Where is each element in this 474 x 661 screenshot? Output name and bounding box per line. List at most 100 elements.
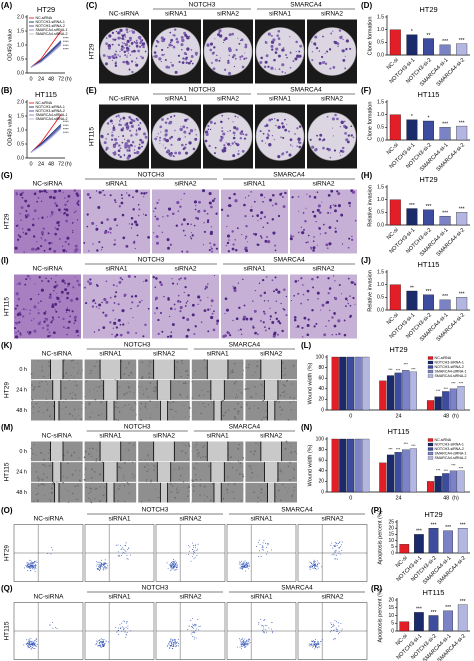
texture-dot <box>329 309 331 311</box>
texture-dot <box>247 644 249 646</box>
row-label: HT29 <box>89 43 96 59</box>
texture-dot <box>254 232 258 236</box>
texture-dot <box>206 220 210 224</box>
legend-label: NOTCH3-siRNA-1 <box>36 20 65 24</box>
texture-dot <box>118 407 120 409</box>
column-header: siRNA2 <box>179 594 201 601</box>
texture-dot <box>47 232 50 235</box>
texture-dot <box>207 128 210 131</box>
texture-dot <box>29 638 31 640</box>
texture-dot <box>180 43 184 47</box>
texture-dot <box>122 407 124 409</box>
texture-dot <box>271 135 274 137</box>
texture-dot <box>309 561 311 563</box>
texture-dot <box>58 208 61 212</box>
bar <box>457 604 468 632</box>
texture-dot <box>169 41 172 44</box>
texture-dot <box>89 196 92 199</box>
texture-dot <box>282 136 285 139</box>
texture-dot <box>120 549 122 550</box>
texture-dot <box>292 476 295 479</box>
texture-dot <box>123 42 125 45</box>
texture-dot <box>96 563 98 565</box>
texture-dot <box>210 315 214 320</box>
texture-dot <box>33 641 35 643</box>
texture-dot <box>132 208 135 211</box>
texture-dot <box>118 485 121 487</box>
texture-dot <box>28 229 31 232</box>
texture-dot <box>65 213 69 217</box>
texture-dot <box>78 415 80 417</box>
texture-dot <box>211 62 213 64</box>
texture-dot <box>56 228 59 231</box>
texture-dot <box>194 370 196 372</box>
texture-dot <box>128 442 131 445</box>
texture-dot <box>328 287 332 290</box>
texture-dot <box>127 483 130 486</box>
texture-dot <box>54 281 57 283</box>
texture-dot <box>140 408 142 410</box>
texture-dot <box>46 383 49 385</box>
texture-dot <box>243 137 247 140</box>
texture-dot <box>199 456 202 459</box>
texture-dot <box>138 301 142 304</box>
texture-dot <box>81 402 83 404</box>
texture-dot <box>121 555 122 556</box>
texture-dot <box>119 276 122 280</box>
texture-dot <box>283 49 285 51</box>
texture-dot <box>313 214 317 218</box>
texture-dot <box>340 213 344 217</box>
texture-dot <box>128 361 131 364</box>
texture-dot <box>243 57 246 60</box>
texture-dot <box>133 392 135 394</box>
texture-dot <box>232 492 234 494</box>
texture-dot <box>237 282 239 284</box>
texture-dot <box>14 307 17 310</box>
x-tick-label: NC-si <box>386 57 400 71</box>
significance: *** <box>442 210 448 216</box>
texture-dot <box>334 280 336 282</box>
texture-dot <box>344 131 347 135</box>
significance: *** <box>416 607 422 613</box>
texture-dot <box>308 645 310 647</box>
texture-dot <box>241 568 243 570</box>
texture-dot <box>321 201 323 203</box>
bar <box>443 610 453 632</box>
texture-dot <box>227 71 232 76</box>
texture-dot <box>101 563 103 565</box>
texture-dot <box>140 418 143 421</box>
texture-dot <box>316 244 318 246</box>
texture-dot <box>102 563 103 565</box>
texture-dot <box>317 298 319 300</box>
texture-dot <box>178 372 180 374</box>
texture-dot <box>62 317 65 321</box>
texture-dot <box>305 207 307 209</box>
texture-dot <box>185 334 189 338</box>
texture-dot <box>320 55 324 59</box>
texture-dot <box>283 308 286 311</box>
texture-dot <box>95 643 97 645</box>
texture-dot <box>210 401 212 403</box>
texture-dot <box>193 625 195 626</box>
texture-dot <box>204 288 207 290</box>
texture-dot <box>177 151 182 155</box>
texture-dot <box>71 492 74 495</box>
row-label: HT29 <box>4 382 11 398</box>
texture-dot <box>63 213 65 215</box>
texture-dot <box>27 644 29 646</box>
texture-dot <box>259 294 263 297</box>
texture-dot <box>244 197 246 199</box>
texture-dot <box>238 143 240 146</box>
texture-dot <box>67 326 70 329</box>
texture-dot <box>48 295 52 299</box>
wound-gap <box>260 359 282 380</box>
column-header: NC-siRNA <box>33 181 64 188</box>
texture-dot <box>176 361 179 363</box>
texture-dot <box>177 210 180 212</box>
texture-dot <box>149 382 152 384</box>
texture-dot <box>76 279 79 283</box>
texture-dot <box>339 149 343 153</box>
texture-dot <box>137 35 142 40</box>
texture-dot <box>237 150 240 152</box>
texture-dot <box>300 277 303 280</box>
